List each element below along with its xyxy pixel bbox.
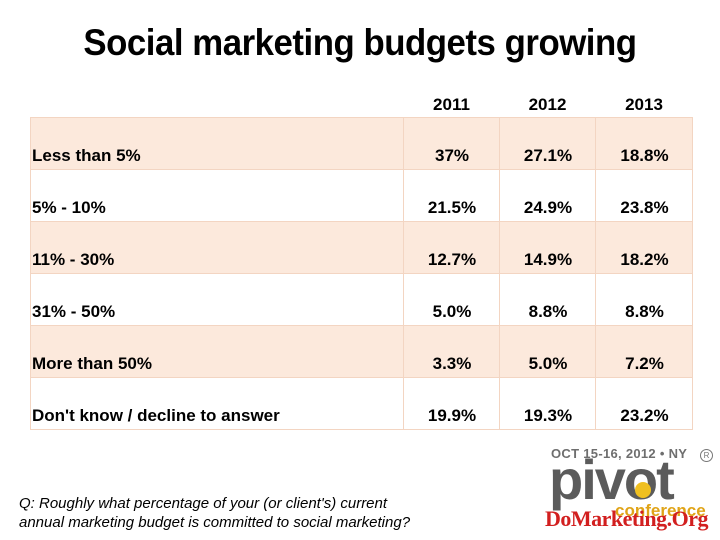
cell-2013: 23.8% — [595, 169, 693, 222]
survey-question: Q: Roughly what percentage of your (or c… — [19, 494, 489, 532]
header-2013: 2013 — [625, 95, 663, 114]
pivot-conference-logo: OCT 15-16, 2012 • NY R pivot conference … — [545, 446, 715, 536]
cell-2013: 18.8% — [595, 117, 693, 170]
cell-2011: 12.7% — [403, 221, 500, 274]
cell-2012: 24.9% — [499, 169, 596, 222]
table-header-row: 2011 2012 2013 — [31, 93, 693, 118]
question-line-1: Q: Roughly what percentage of your (or c… — [19, 495, 388, 512]
logo-subtitle: conference — [615, 501, 706, 520]
slide-title: Social marketing budgets growing — [83, 22, 637, 63]
budget-table: 2011 2012 2013 Less than 5% 37% 27.1% 18… — [30, 93, 693, 430]
table-row: Don't know / decline to answer 19.9% 19.… — [30, 377, 693, 430]
cell-2011: 19.9% — [403, 377, 500, 430]
cell-2011: 37% — [403, 117, 500, 170]
table-row: 5% - 10% 21.5% 24.9% 23.8% — [30, 169, 693, 222]
cell-2012: 27.1% — [499, 117, 596, 170]
row-label: Don't know / decline to answer — [30, 377, 404, 430]
table-row: Less than 5% 37% 27.1% 18.8% — [30, 117, 693, 170]
cell-2012: 14.9% — [499, 221, 596, 274]
logo-wordmark: pivot — [549, 448, 675, 511]
logo-site-name: DoMarketing.Org — [545, 506, 708, 531]
cell-2012: 19.3% — [499, 377, 596, 430]
table-row: More than 50% 3.3% 5.0% 7.2% — [30, 325, 693, 378]
cell-2013: 8.8% — [595, 273, 693, 326]
cell-2012: 5.0% — [499, 325, 596, 378]
question-line-2: annual marketing budget is committed to … — [19, 514, 411, 531]
cell-2012: 8.8% — [499, 273, 596, 326]
logo-dot-icon — [635, 482, 651, 498]
table-row: 31% - 50% 5.0% 8.8% 8.8% — [30, 273, 693, 326]
row-label: Less than 5% — [30, 117, 404, 170]
header-empty — [31, 93, 404, 118]
logo-date: OCT 15-16, 2012 • NY — [551, 446, 688, 461]
registered-mark: R — [700, 449, 713, 462]
header-2011: 2011 — [433, 95, 470, 114]
row-label: 11% - 30% — [30, 221, 404, 274]
cell-2013: 23.2% — [595, 377, 693, 430]
cell-2013: 7.2% — [595, 325, 693, 378]
cell-2011: 21.5% — [403, 169, 500, 222]
cell-2011: 3.3% — [403, 325, 500, 378]
cell-2013: 18.2% — [595, 221, 693, 274]
budget-table-container: 2011 2012 2013 Less than 5% 37% 27.1% 18… — [30, 93, 693, 430]
row-label: 5% - 10% — [30, 169, 404, 222]
header-2012: 2012 — [528, 95, 567, 114]
row-label: More than 50% — [30, 325, 404, 378]
table-row: 11% - 30% 12.7% 14.9% 18.2% — [30, 221, 693, 274]
cell-2011: 5.0% — [403, 273, 500, 326]
row-label: 31% - 50% — [30, 273, 404, 326]
